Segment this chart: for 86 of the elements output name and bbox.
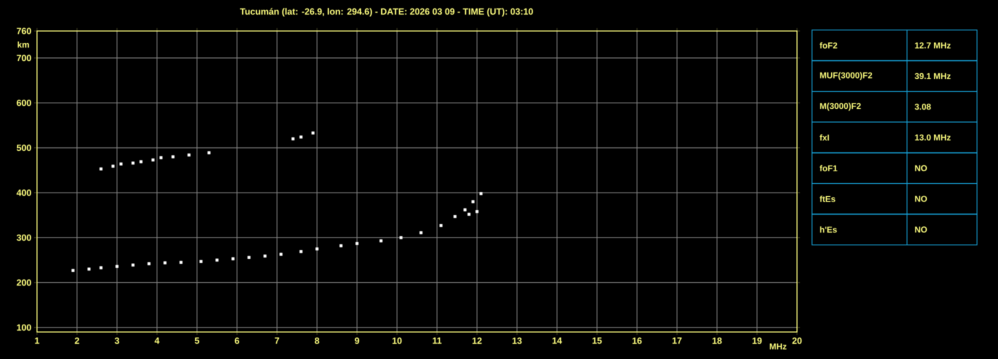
point [216,258,219,262]
category-label: fxI [820,134,829,141]
category-label: h'Es [820,226,837,233]
point [72,268,75,272]
point [148,262,150,266]
x-tick-label: 2 [74,338,80,344]
point [200,260,203,263]
text: NO [915,226,927,233]
point [264,254,267,258]
x-tick-label: 6 [234,338,240,344]
text: NO [915,165,927,172]
category-label: foF2 [820,42,838,48]
x-tick-label: 12 [472,338,482,344]
x-tick-label: 13 [512,338,522,344]
x-tick-label: 4 [154,338,160,344]
x-tick-label: 19 [752,338,762,344]
point [312,131,315,134]
x-tick-label: 18 [712,338,722,344]
point [280,252,283,256]
x-tick-label: 15 [592,338,602,344]
x-tick-label: 5 [194,338,200,344]
point [152,158,155,162]
x-axis-title: MHz [770,344,786,350]
point [112,164,115,168]
x-tick-label: 20 [792,338,802,344]
y-tick-label: 200 [16,279,32,286]
point [188,153,191,156]
point [340,244,343,248]
y-axis-title: km [18,41,29,48]
chart-title: Tucumán (lat: -26.9, lon: 294.6) - DATE: 2026 03 09 - TIME (UT): 03:10 [240,8,533,16]
point [400,236,403,240]
point [472,200,475,204]
text: 13.0 MHz [915,134,951,140]
point [160,156,163,160]
category-label: MUF(3000)F2 [820,72,872,80]
x-tick-label: 3 [114,338,120,344]
y-tick-label: 300 [16,234,32,241]
category-label: ftEs [820,196,836,202]
point [480,192,483,196]
point [292,137,295,140]
point [420,231,423,234]
point [140,160,143,164]
x-tick-label: 9 [354,338,360,344]
x-tick-label: 10 [392,338,402,344]
x-tick-label: 16 [632,338,642,344]
category-label: M(3000)F2 [820,102,861,111]
text: 39.1 MHz [914,73,951,80]
point [88,268,91,271]
x-tick-label: 14 [552,338,562,344]
point [100,266,102,270]
point [440,224,443,228]
point [454,215,457,218]
point [180,260,183,264]
point [208,151,211,154]
y-tick-label: 600 [16,100,32,106]
point [316,247,319,250]
point [464,208,467,212]
x-tick-label: 8 [314,338,320,344]
point [100,167,102,170]
x-tick-label: 17 [672,338,682,344]
point [300,250,303,254]
point [248,256,251,259]
point [476,210,479,214]
point [356,242,359,245]
x-tick-label: 11 [432,338,442,344]
y-tick-label: 500 [16,144,32,151]
point [468,212,471,216]
point [172,155,175,158]
y-tick-label: 760 [16,28,32,34]
point [300,136,303,139]
point [164,261,167,264]
category-label: foF1 [820,165,838,172]
y-tick-label: 700 [16,54,32,62]
y-tick-label: 100 [17,324,32,331]
text: NO [915,196,927,202]
x-tick-label: 1 [35,338,40,344]
point [132,264,135,267]
point [380,239,383,242]
text: 12.7 MHz [915,42,951,48]
y-tick-label: 400 [16,190,32,196]
point [232,257,235,260]
point [116,264,119,268]
text: 3.08 [914,104,931,110]
x-tick-label: 7 [274,338,280,344]
point [132,162,135,165]
point [120,162,123,166]
